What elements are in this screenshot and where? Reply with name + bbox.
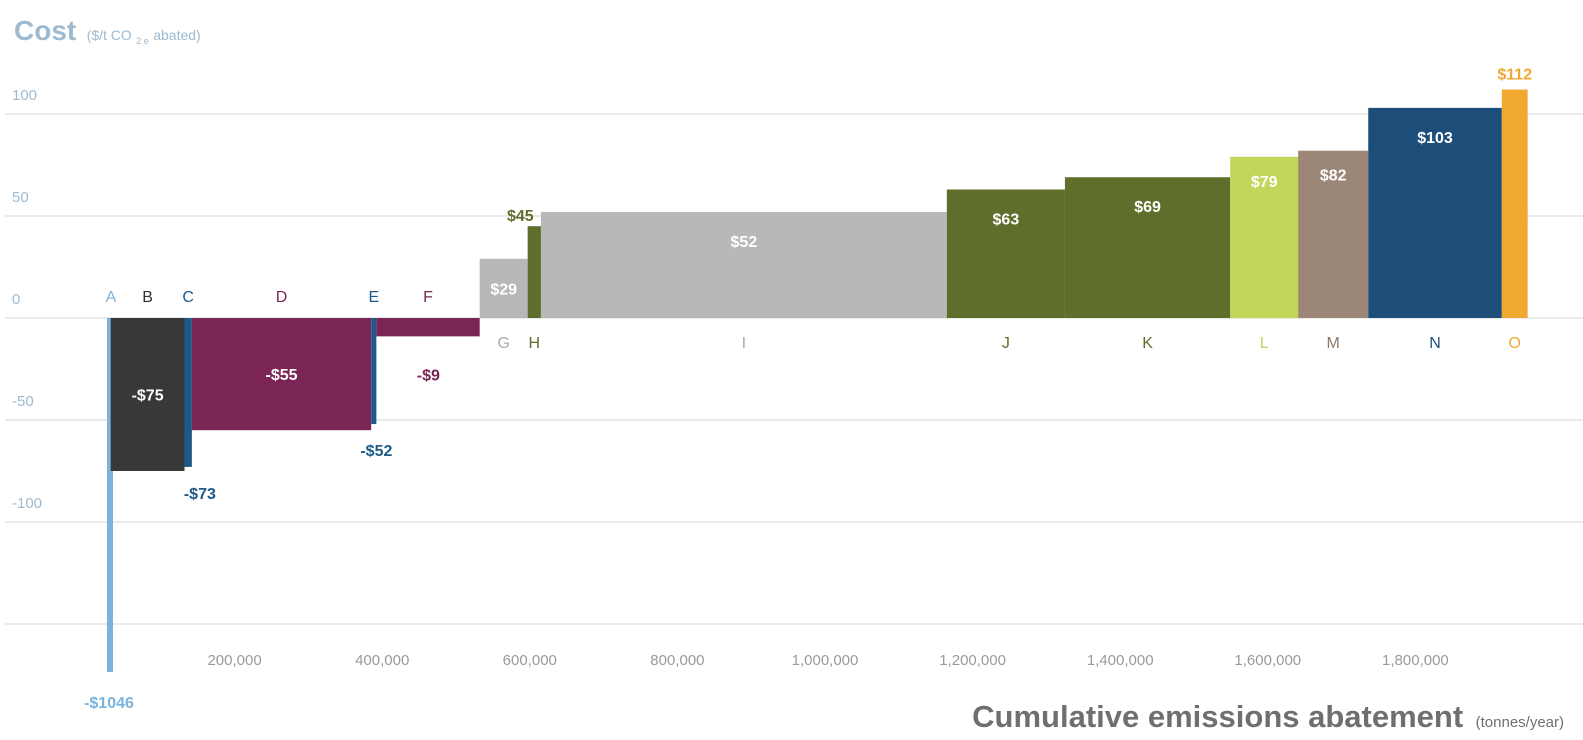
bar-value-d: -$55 [266,367,298,384]
bar-n [1368,107,1502,318]
y-tick-label: -100 [12,495,42,512]
bar-value-l: $79 [1251,174,1278,191]
bar-value-g: $29 [490,281,517,298]
bar-value-b: -$75 [132,388,164,405]
x-tick-label: 1,600,000 [1234,652,1301,669]
bar-j [946,189,1065,318]
bar-values-group: -$1046 -$75 -$73 -$55 -$52 -$9 $29 $45 $52 $63 $69… [84,67,1532,712]
bar-letter-g: G [497,335,509,352]
bar-value-m: $82 [1320,168,1347,185]
bars-group [107,89,1528,672]
x-tick-label: 1,400,000 [1087,652,1154,669]
bar-value-h: $45 [507,208,534,225]
bar-letter-e: E [368,289,379,306]
bar-l [1230,156,1299,318]
x-tick-label: 600,000 [503,652,557,669]
bar-o [1501,89,1528,319]
bar-value-o: $112 [1497,67,1532,84]
y-tick-labels: 100 50 0 -50 -100 [12,87,42,512]
bar-letter-j: J [1002,335,1010,352]
bar-letter-c: C [182,289,194,306]
y-tick-label: -50 [12,393,34,410]
bar-h [527,226,541,318]
x-tick-label: 1,200,000 [939,652,1006,669]
bar-value-i: $52 [731,234,758,251]
x-tick-labels: 200,000 400,000 600,000 800,000 1,000,000 1,2… [207,652,1448,669]
bar-letter-b: B [142,289,153,306]
bar-letter-i: I [742,335,746,352]
bar-b [110,318,185,471]
bar-letter-o: O [1509,335,1521,352]
bar-a [107,318,113,672]
bar-letter-k: K [1142,335,1153,352]
x-tick-label: 400,000 [355,652,409,669]
bar-value-j: $63 [993,211,1020,228]
bar-value-n: $103 [1417,130,1453,147]
x-tick-label: 1,800,000 [1382,652,1449,669]
bar-letter-m: M [1327,335,1340,352]
bar-value-c: -$73 [184,486,216,503]
bar-g [479,258,528,318]
bar-value-k: $69 [1134,199,1161,216]
bar-m [1298,150,1369,318]
bar-value-e: -$52 [360,443,392,460]
bar-letter-a: A [106,289,117,306]
bar-letter-f: F [423,289,433,306]
x-axis-title: Cumulative emissions abatement (tonnes/y… [972,699,1564,734]
y-axis-title: Cost ($/t CO 2 e abated) [14,15,201,48]
bar-value-f: -$9 [417,367,440,384]
y-tick-label: 100 [12,87,37,104]
bar-f [376,318,480,337]
bar-d [191,318,372,431]
x-tick-label: 1,000,000 [792,652,859,669]
x-tick-label: 800,000 [650,652,704,669]
bar-k [1064,177,1231,318]
x-tick-label: 200,000 [207,652,261,669]
y-tick-label: 50 [12,189,29,206]
bar-e [371,318,377,425]
y-tick-label: 0 [12,291,20,308]
bar-value-a: -$1046 [84,695,134,712]
bar-letter-l: L [1260,335,1269,352]
bar-c [184,318,192,467]
bar-letters-group: A B C D E F G H I J K L M N O [106,289,1521,352]
bar-letter-n: N [1429,335,1441,352]
bar-letter-h: H [529,335,541,352]
bar-letter-d: D [276,289,288,306]
bar-i [540,211,947,318]
